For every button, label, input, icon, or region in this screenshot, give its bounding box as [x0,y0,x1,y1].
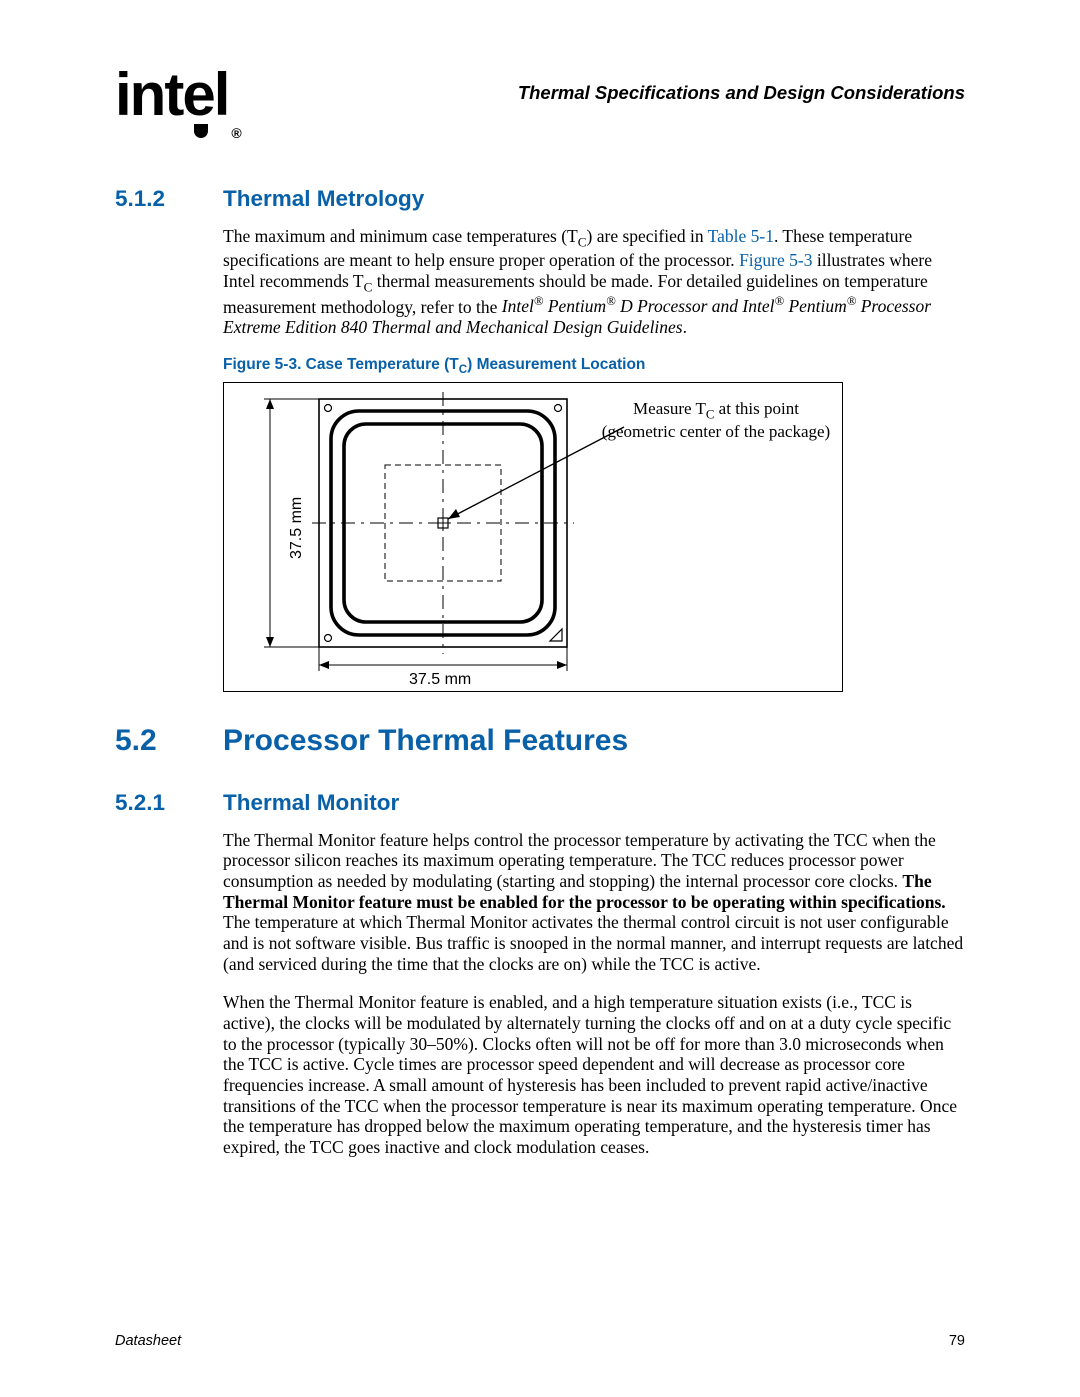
section-title: Processor Thermal Features [223,724,628,758]
table-5-1-link[interactable]: Table 5-1 [708,226,774,246]
section-number: 5.2.1 [115,790,223,816]
dimension-horizontal: 37.5 mm [409,671,471,689]
footer-page-number: 79 [949,1333,965,1349]
registered-icon: ® [847,295,857,309]
caption-text: Figure 5-3. Case Temperature (T [223,356,459,373]
subscript-c: C [459,363,467,376]
logo-text-1: int [115,61,182,128]
chapter-title: Thermal Specifications and Design Consid… [518,82,965,104]
section-title: Thermal Metrology [223,186,424,212]
figure-annotation: Measure TC at this point (geometric cent… [596,399,836,442]
annotation-text: (geometric center of the package) [602,422,830,441]
annotation-text: Measure T [633,399,706,418]
section-number: 5.1.2 [115,186,223,212]
text-fragment: Intel [502,296,534,316]
section-number: 5.2 [115,724,223,758]
registered-icon: ® [606,295,616,309]
section-5-2-heading: 5.2 Processor Thermal Features [115,724,965,758]
caption-text: ) Measurement Location [467,356,645,373]
figure-5-3-caption: Figure 5-3. Case Temperature (TC) Measur… [223,356,965,376]
monitor-paragraph-2: When the Thermal Monitor feature is enab… [223,992,965,1157]
spacer [115,772,965,790]
metrology-body: The maximum and minimum case temperature… [223,226,965,376]
section-5-2-1-heading: 5.2.1 Thermal Monitor [115,790,965,816]
annotation-text: at this point [714,399,799,418]
dimension-vertical: 37.5 mm [288,497,306,559]
intel-logo: intel® [115,60,237,131]
figure-5-3-link[interactable]: Figure 5-3 [739,250,812,270]
logo-registered-icon: ® [231,125,239,141]
page-footer: Datasheet 79 [115,1333,965,1349]
monitor-body: The Thermal Monitor feature helps contro… [223,830,965,1158]
registered-icon: ® [775,295,785,309]
text-fragment: The temperature at which Thermal Monitor… [223,912,963,973]
text-fragment: Pentium [543,296,606,316]
text-fragment: . [683,317,687,337]
text-fragment: D Processor and Intel [616,296,775,316]
logo-text-drop: e [182,61,213,128]
monitor-paragraph-1: The Thermal Monitor feature helps contro… [223,830,965,974]
registered-icon: ® [534,295,544,309]
subscript-c: C [578,235,587,250]
logo-text-2: l [214,61,229,128]
metrology-paragraph: The maximum and minimum case temperature… [223,226,965,338]
footer-doc-type: Datasheet [115,1333,181,1349]
section-5-1-2-heading: 5.1.2 Thermal Metrology [115,186,965,212]
text-fragment: The maximum and minimum case temperature… [223,226,578,246]
text-fragment: ) are specified in [587,226,708,246]
text-fragment: Pentium [784,296,847,316]
section-title: Thermal Monitor [223,790,399,816]
page-container: intel® Thermal Specifications and Design… [0,0,1080,1397]
text-fragment: The Thermal Monitor feature helps contro… [223,830,936,891]
figure-5-3-diagram: Measure TC at this point (geometric cent… [223,382,843,692]
page-header: intel® Thermal Specifications and Design… [115,60,965,131]
